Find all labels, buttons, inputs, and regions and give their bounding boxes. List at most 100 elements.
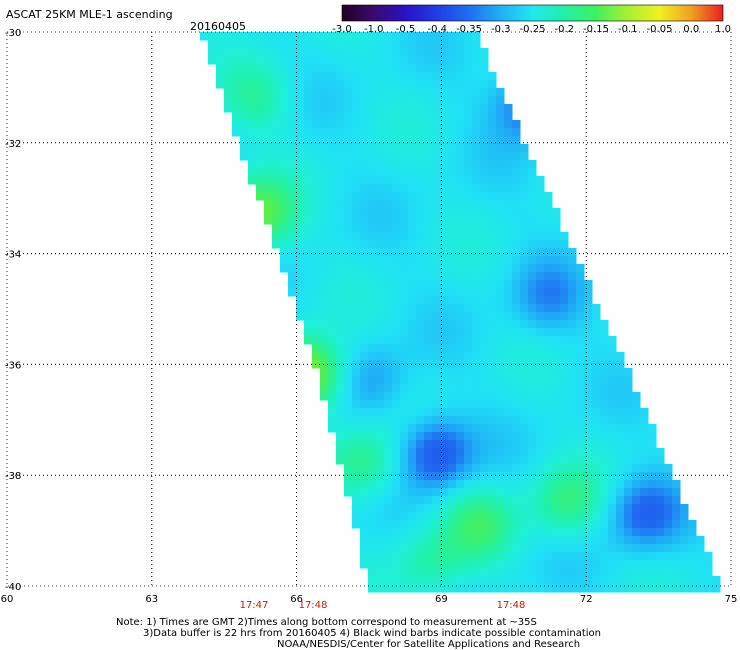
swath-cell — [488, 552, 497, 561]
swath-cell — [392, 64, 401, 73]
swath-cell — [456, 424, 465, 433]
swath-cell — [328, 352, 337, 361]
swath-cell — [336, 352, 345, 361]
swath-cell — [368, 408, 377, 417]
swath-cell — [416, 512, 425, 521]
swath-cell — [384, 288, 393, 297]
swath-cell — [424, 264, 433, 273]
swath-cell — [584, 304, 593, 313]
swath-cell — [512, 224, 521, 233]
swath-cell — [512, 512, 521, 521]
swath-cell — [456, 296, 465, 305]
swath-cell — [400, 440, 409, 449]
swath-cell — [288, 192, 297, 201]
swath-cell — [320, 376, 329, 385]
swath-cell — [480, 48, 489, 57]
swath-cell — [664, 496, 673, 505]
swath-cell — [656, 528, 665, 537]
swath-cell — [280, 104, 289, 113]
swath-cell — [496, 576, 505, 585]
swath-cell — [472, 160, 481, 169]
swath-cell — [520, 496, 529, 505]
swath-cell — [632, 544, 641, 553]
swath-cell — [656, 512, 665, 521]
swath-cell — [528, 312, 537, 321]
y-tick-label: -34 — [5, 250, 21, 261]
swath-cell — [264, 200, 273, 209]
swath-cell — [560, 280, 569, 289]
swath-cell — [672, 544, 681, 553]
swath-cell — [632, 408, 641, 417]
swath-cell — [344, 272, 353, 281]
swath-cell — [528, 160, 537, 169]
swath-cell — [512, 528, 521, 537]
colorbar-label: -0.2 — [554, 24, 574, 35]
swath-cell — [488, 472, 497, 481]
swath-cell — [536, 520, 545, 529]
swath-cell — [272, 48, 281, 57]
swath-cell — [696, 544, 705, 553]
swath-cell — [248, 144, 257, 153]
swath-cell — [512, 216, 521, 225]
swath-cell — [408, 288, 417, 297]
swath-cell — [424, 424, 433, 433]
swath-cell — [296, 64, 305, 73]
swath-cell — [688, 560, 697, 569]
swath-cell — [648, 432, 657, 441]
swath-cell — [680, 568, 689, 577]
swath-cell — [432, 248, 441, 257]
swath-cell — [408, 536, 417, 545]
swath-cell — [624, 520, 633, 529]
swath-cell — [512, 320, 521, 329]
swath-cell — [656, 576, 665, 585]
swath-cell — [512, 184, 521, 193]
swath-cell — [400, 296, 409, 305]
swath-cell — [544, 248, 553, 257]
swath-cell — [408, 224, 417, 233]
swath-cell — [360, 384, 369, 393]
swath-cell — [624, 584, 633, 593]
swath-cell — [504, 472, 513, 481]
swath-cell — [528, 256, 537, 265]
swath-cell — [384, 184, 393, 193]
swath-cell — [320, 96, 329, 105]
swath-cell — [400, 112, 409, 121]
swath-cell — [328, 200, 337, 209]
swath-cell — [440, 424, 449, 433]
swath-cell — [360, 416, 369, 425]
swath-cell — [648, 528, 657, 537]
swath-cell — [616, 584, 625, 593]
swath-cell — [464, 368, 473, 377]
swath-cell — [504, 344, 513, 353]
swath-cell — [328, 184, 337, 193]
swath-cell — [328, 328, 337, 337]
swath-cell — [280, 112, 289, 121]
swath-cell — [536, 272, 545, 281]
swath-cell — [560, 560, 569, 569]
swath-cell — [520, 248, 529, 257]
swath-cell — [392, 256, 401, 265]
swath-cell — [432, 136, 441, 145]
swath-cell — [592, 472, 601, 481]
swath-cell — [376, 48, 385, 57]
swath-cell — [312, 360, 321, 369]
swath-cell — [368, 200, 377, 209]
swath-cell — [640, 512, 649, 521]
swath-cell — [440, 288, 449, 297]
swath-cell — [512, 472, 521, 481]
swath-cell — [440, 296, 449, 305]
swath-cell — [552, 312, 561, 321]
swath-cell — [464, 528, 473, 537]
swath-cell — [504, 584, 513, 593]
swath-cell — [520, 216, 529, 225]
swath-cell — [352, 208, 361, 217]
swath-cell — [408, 248, 417, 257]
swath-cell — [616, 528, 625, 537]
x-tick-label: 63 — [145, 594, 158, 605]
swath-cell — [464, 424, 473, 433]
swath-cell — [592, 328, 601, 337]
swath-cell — [560, 568, 569, 577]
swath-cell — [512, 384, 521, 393]
swath-cell — [512, 336, 521, 345]
swath-cell — [360, 320, 369, 329]
